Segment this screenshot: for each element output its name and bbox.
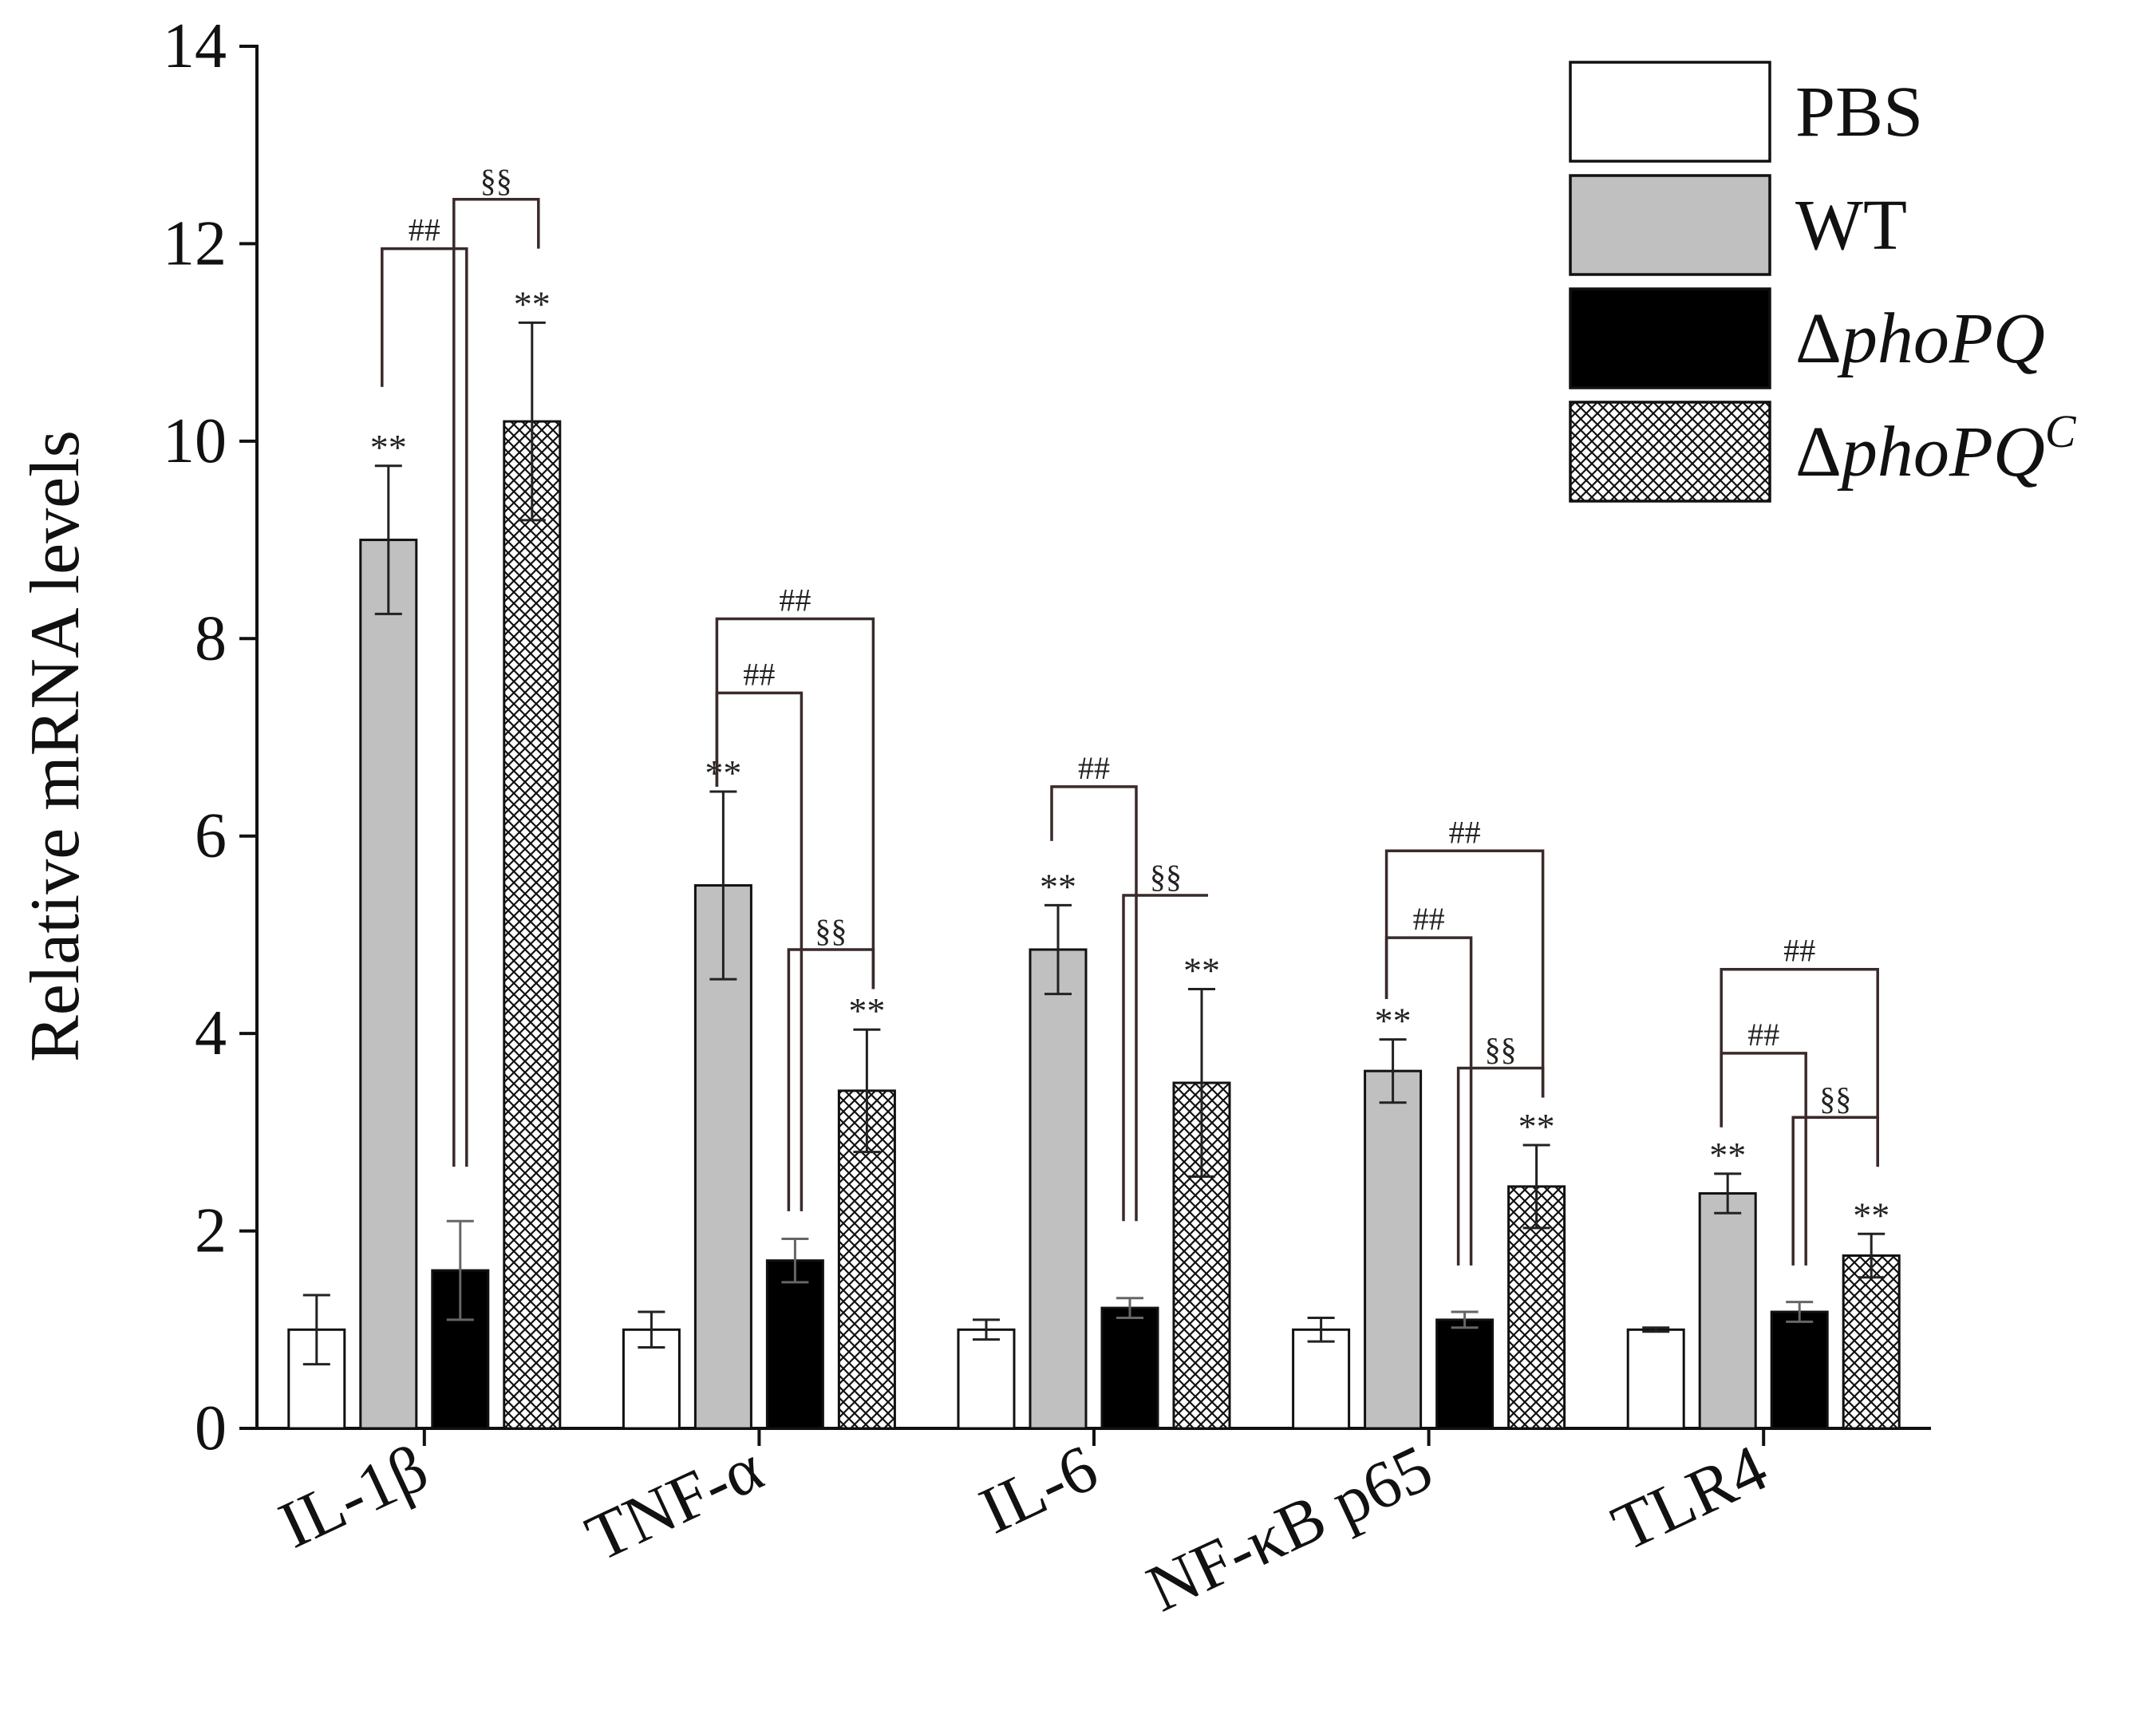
x-tick-label: TNF-α (575, 1431, 773, 1576)
y-tick-label: 4 (195, 998, 227, 1068)
significance-label: ## (1449, 814, 1481, 850)
x-tick-label: TLR4 (1601, 1431, 1778, 1566)
significance-label: §§ (1485, 1031, 1517, 1067)
x-tick-label: IL-1β (269, 1431, 439, 1562)
bar (359, 539, 418, 1430)
chart-legend: PBS WT ΔphoPQ ΔphoPQC (1569, 61, 2077, 503)
legend-swatch (1569, 287, 1771, 389)
significance-bracket (715, 691, 804, 1211)
legend-label: ΔphoPQ (1795, 299, 2045, 378)
significance-bracket (1720, 1052, 1807, 1266)
significance-label: §§ (1150, 859, 1182, 895)
significance-star: ** (1040, 866, 1076, 906)
legend-label: ΔphoPQC (1795, 405, 2077, 492)
significance-label: §§ (1819, 1080, 1851, 1116)
significance-bracket (787, 948, 875, 1211)
bar (503, 420, 562, 1430)
significance-bracket (1384, 936, 1473, 1266)
significance-label: ## (1413, 901, 1445, 937)
significance-bracket (381, 247, 468, 1167)
chart-annotations: ** ** ** ** ** ** ** ** ** ** ## §§ ## ## §§ ## §§ ## ## §§… (370, 163, 1889, 1266)
bar (765, 1259, 824, 1430)
bar (1626, 1328, 1685, 1430)
y-tick-label: 2 (195, 1196, 227, 1266)
significance-label: ## (743, 656, 775, 692)
bar (1029, 948, 1088, 1430)
significance-bracket (1050, 785, 1138, 1222)
legend-label: PBS (1795, 73, 1923, 152)
significance-bracket (1720, 967, 1879, 1167)
y-tick-label: 8 (195, 603, 227, 673)
bar (1292, 1328, 1351, 1430)
significance-bracket (1456, 1066, 1545, 1266)
legend-swatch (1569, 61, 1771, 163)
significance-label: §§ (480, 163, 512, 199)
y-axis-label: Relative mRNA levels (17, 430, 94, 1062)
significance-bracket (1122, 894, 1208, 1222)
y-tick-label: 14 (163, 11, 227, 81)
y-tick-label: 6 (195, 801, 227, 871)
significance-star: ** (705, 752, 741, 793)
bar (1364, 1069, 1423, 1430)
y-tick-label: 12 (163, 208, 227, 278)
significance-star: ** (370, 427, 407, 468)
significance-label: ## (1747, 1017, 1779, 1053)
significance-star: ** (1518, 1106, 1555, 1147)
significance-label: §§ (815, 913, 847, 949)
bar (1100, 1306, 1159, 1430)
bar (1435, 1318, 1495, 1430)
legend-swatch (1569, 174, 1771, 276)
significance-label: ## (1783, 933, 1815, 969)
significance-star: ** (1709, 1135, 1746, 1175)
bar (287, 1328, 346, 1430)
significance-label: ## (409, 212, 440, 248)
x-tick-label: IL-6 (969, 1431, 1108, 1548)
significance-star: ** (1375, 1001, 1412, 1041)
bar (1698, 1192, 1757, 1430)
y-tick-label: 10 (163, 406, 227, 476)
legend-swatch (1569, 401, 1771, 503)
significance-bracket (1384, 849, 1545, 1098)
significance-label: ## (1078, 750, 1110, 786)
bar (1842, 1254, 1901, 1430)
significance-star: ** (1853, 1195, 1889, 1235)
significance-label: ## (779, 583, 811, 618)
significance-bracket (1791, 1116, 1879, 1266)
significance-star: ** (1183, 950, 1220, 990)
legend-label: WT (1795, 186, 1907, 265)
x-tick-label: NF-κB p65 (1136, 1431, 1443, 1626)
significance-star: ** (514, 283, 551, 324)
chart-bars (287, 321, 1901, 1430)
bar (1770, 1310, 1829, 1430)
significance-bracket (452, 198, 540, 1167)
bar (957, 1328, 1016, 1430)
y-tick-label: 0 (195, 1393, 227, 1463)
significance-star: ** (848, 990, 885, 1031)
